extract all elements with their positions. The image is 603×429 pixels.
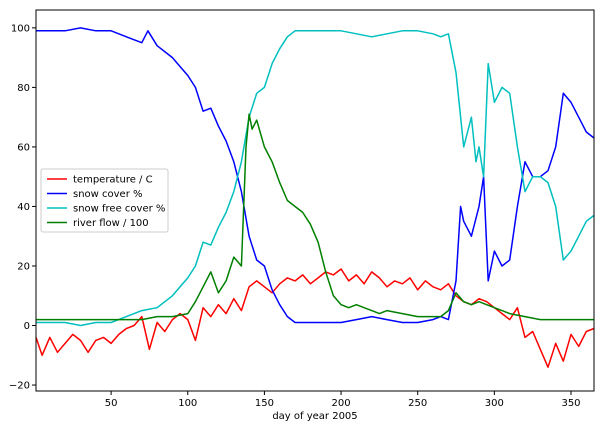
series-layer bbox=[35, 27, 595, 368]
legend-entry-label: river flow / 100 bbox=[73, 218, 149, 229]
x-tick-label: 50 bbox=[105, 398, 118, 409]
series-line-2 bbox=[36, 27, 595, 324]
y-tick-label: 0 bbox=[24, 321, 30, 332]
x-tick-label: 350 bbox=[561, 398, 580, 409]
y-tick-label: 20 bbox=[17, 261, 30, 272]
legend-entry-label: temperature / C bbox=[73, 175, 153, 186]
series-line-4 bbox=[36, 113, 594, 321]
x-axis: 50 100 150 200 250 300 350 bbox=[105, 391, 581, 409]
y-tick-label: 100 bbox=[11, 23, 30, 34]
x-tick-label: 150 bbox=[255, 398, 274, 409]
y-tick-label: 40 bbox=[17, 202, 30, 213]
y-tick-label: 80 bbox=[17, 83, 30, 94]
series-line-1 bbox=[35, 268, 595, 368]
y-tick-label: 60 bbox=[17, 142, 30, 153]
legend-entry-label: snow cover % bbox=[73, 189, 143, 200]
series-line-3 bbox=[36, 30, 595, 327]
legend-entry-label: snow free cover % bbox=[73, 204, 165, 215]
y-tick-label: −20 bbox=[9, 381, 30, 392]
x-tick-label: 100 bbox=[178, 398, 197, 409]
x-tick-label: 250 bbox=[408, 398, 427, 409]
legend-box bbox=[40, 168, 169, 233]
legend: temperature / C snow cover % snow free cov… bbox=[40, 168, 169, 233]
x-tick-label: 200 bbox=[332, 398, 351, 409]
axes-frame bbox=[35, 9, 595, 392]
y-axis: −20 0 20 40 60 80 100 bbox=[9, 23, 36, 392]
x-axis-label: day of year 2005 bbox=[272, 411, 357, 422]
x-tick-label: 300 bbox=[485, 398, 504, 409]
